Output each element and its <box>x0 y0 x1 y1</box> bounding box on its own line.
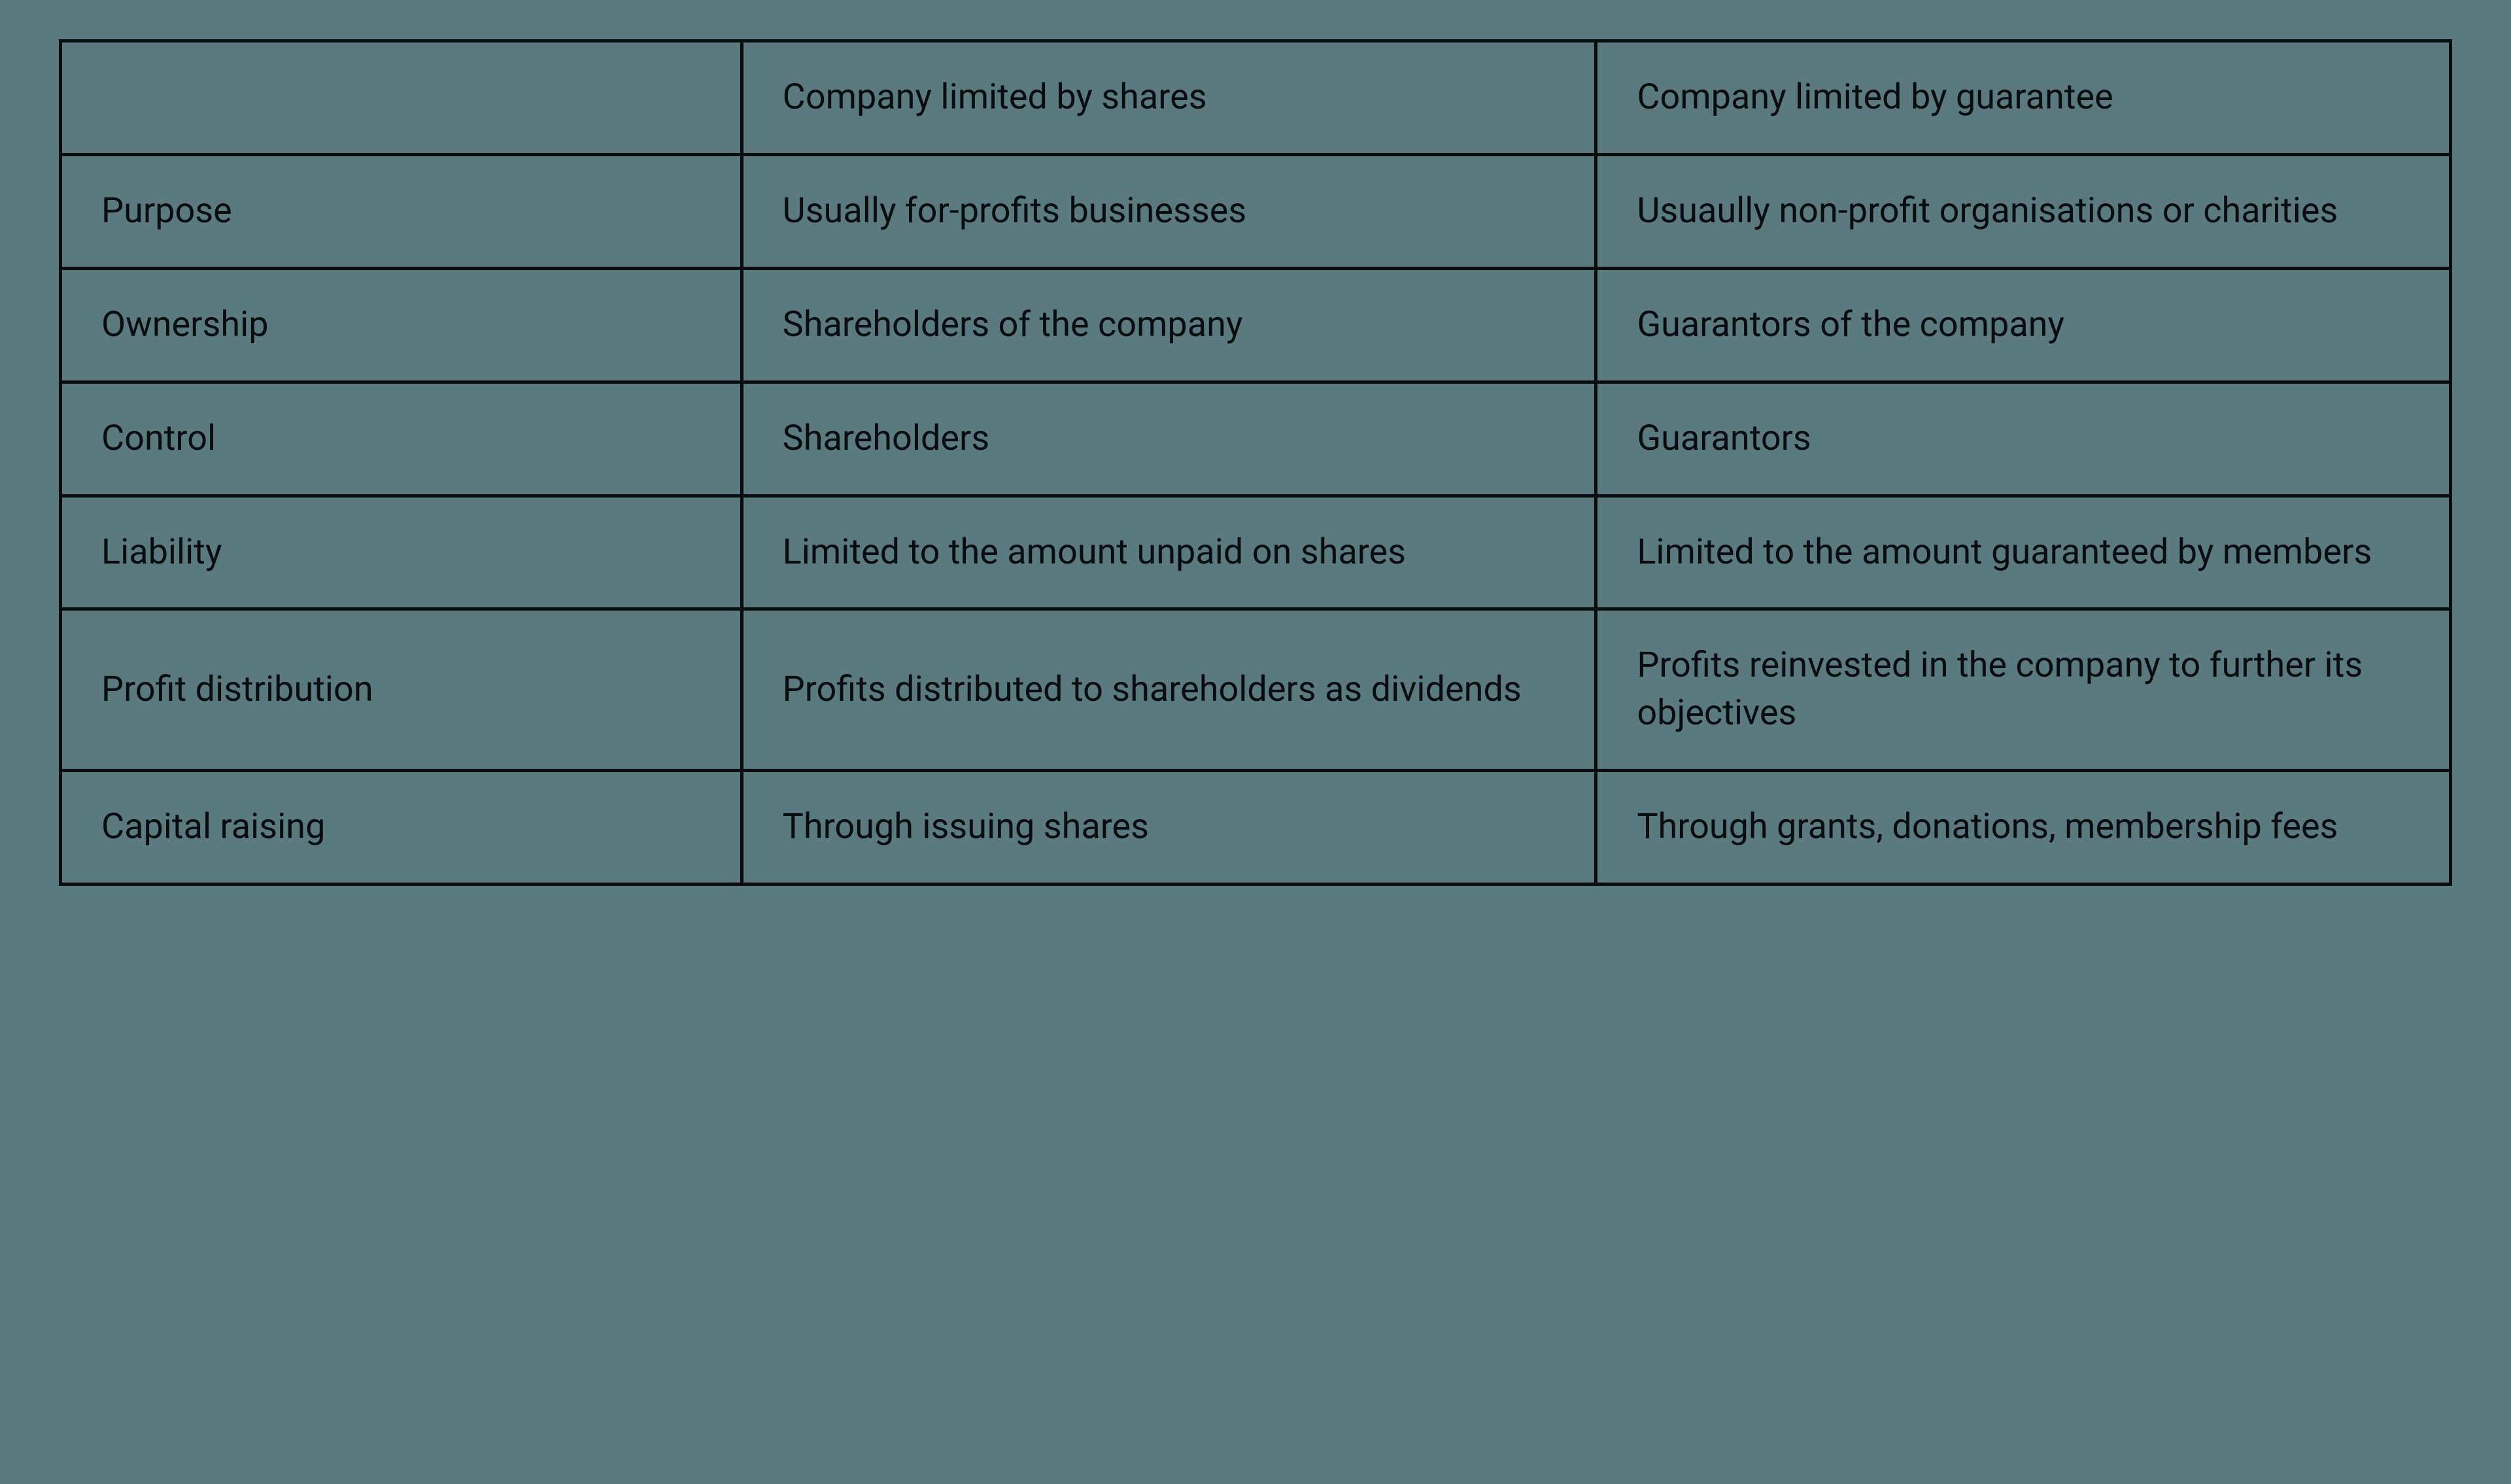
table-row: Control Shareholders Guarantors <box>61 382 2451 496</box>
table-row: Ownership Shareholders of the company Gu… <box>61 268 2451 382</box>
row-label: Purpose <box>61 154 742 268</box>
header-guarantee: Company limited by guarantee <box>1596 41 2451 155</box>
cell-guarantee: Through grants, donations, membership fe… <box>1596 771 2451 885</box>
header-empty <box>61 41 742 155</box>
cell-guarantee: Guarantors of the company <box>1596 268 2451 382</box>
table-row: Purpose Usually for-profits businesses U… <box>61 154 2451 268</box>
table-row: Liability Limited to the amount unpaid o… <box>61 496 2451 609</box>
cell-guarantee: Profits reinvested in the company to fur… <box>1596 609 2451 771</box>
table-row: Profit distribution Profits distributed … <box>61 609 2451 771</box>
cell-shares: Shareholders of the company <box>742 268 1596 382</box>
table-body: Purpose Usually for-profits businesses U… <box>61 154 2451 884</box>
cell-shares: Through issuing shares <box>742 771 1596 885</box>
table-header-row: Company limited by shares Company limite… <box>61 41 2451 155</box>
row-label: Capital raising <box>61 771 742 885</box>
comparison-table: Company limited by shares Company limite… <box>59 39 2452 886</box>
cell-guarantee: Usuaully non-profit organisations or cha… <box>1596 154 2451 268</box>
cell-shares: Shareholders <box>742 382 1596 496</box>
cell-shares: Limited to the amount unpaid on shares <box>742 496 1596 609</box>
cell-guarantee: Limited to the amount guaranteed by memb… <box>1596 496 2451 609</box>
row-label: Control <box>61 382 742 496</box>
row-label: Ownership <box>61 268 742 382</box>
row-label: Profit distribution <box>61 609 742 771</box>
table-row: Capital raising Through issuing shares T… <box>61 771 2451 885</box>
cell-shares: Profits distributed to shareholders as d… <box>742 609 1596 771</box>
cell-guarantee: Guarantors <box>1596 382 2451 496</box>
row-label: Liability <box>61 496 742 609</box>
cell-shares: Usually for-profits businesses <box>742 154 1596 268</box>
header-shares: Company limited by shares <box>742 41 1596 155</box>
comparison-table-container: Company limited by shares Company limite… <box>59 39 2452 886</box>
